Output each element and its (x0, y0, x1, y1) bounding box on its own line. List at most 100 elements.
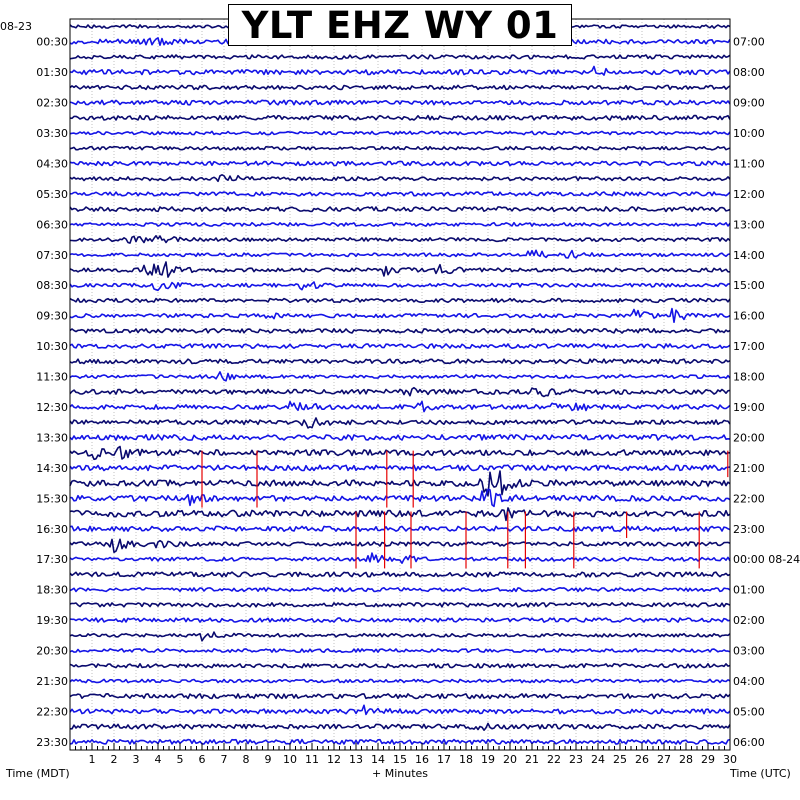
left-time-label: 16:30 (36, 523, 68, 536)
title-box: YLT EHZ WY 01 (228, 4, 572, 46)
minute-tick-label: 22 (547, 753, 561, 766)
trace-row (69, 507, 731, 522)
left-time-label: 15:30 (36, 492, 68, 505)
right-time-label: 23:00 (733, 523, 765, 536)
right-time-label: 10:00 (733, 127, 765, 140)
trace-row (69, 160, 731, 167)
right-time-label: 12:00 (733, 188, 765, 201)
event-markers (201, 450, 729, 569)
x-axis-center-label: + Minutes (372, 767, 429, 780)
trace-row (69, 235, 731, 244)
minute-tick-label: 9 (265, 753, 272, 766)
trace-row (69, 704, 731, 716)
trace-row (69, 84, 731, 91)
right-time-label: 11:00 (733, 157, 765, 170)
trace-row (69, 221, 731, 227)
left-time-label: 08:30 (36, 279, 68, 292)
x-axis-right-label: Time (UTC) (730, 767, 791, 780)
trace-row (69, 191, 731, 197)
trace-row (69, 538, 731, 554)
left-time-label: 12:30 (36, 401, 68, 414)
minute-tick-label: 30 (723, 753, 737, 766)
trace-row (69, 693, 731, 700)
minute-tick-label: 11 (305, 753, 319, 766)
minute-tick-label: 15 (393, 753, 407, 766)
minute-tick-label: 3 (133, 753, 140, 766)
right-time-label: 05:00 (733, 705, 765, 718)
left-time-label: 20:30 (36, 645, 68, 658)
right-time-label: 21:00 (733, 462, 765, 475)
right-time-labels: 07:00 08:00 09:00 10:00 11:00 12:00 13:00 14:00… (733, 36, 800, 749)
minute-tick-label: 6 (199, 753, 206, 766)
trace-row (69, 358, 731, 365)
minute-tick-label: 5 (177, 753, 184, 766)
trace-row (69, 174, 731, 183)
minute-tick-label: 13 (349, 753, 363, 766)
left-time-label: 19:30 (36, 614, 68, 627)
right-time-label: 01:00 (733, 584, 765, 597)
trace-row (69, 65, 731, 76)
right-time-label: 06:00 (733, 736, 765, 749)
trace-row (69, 464, 731, 472)
trace-row (69, 488, 731, 508)
right-time-label: 17:00 (733, 340, 765, 353)
trace-row (69, 571, 731, 578)
left-time-label: 00:30 (36, 36, 68, 49)
right-time-label: 07:00 (733, 36, 765, 49)
right-time-label: 13:00 (733, 218, 765, 231)
left-date-label: 08-23 (0, 20, 32, 33)
left-time-labels: 00:30 01:30 02:30 03:30 04:30 05:30 06:30 07:30… (36, 36, 68, 749)
trace-row (69, 470, 731, 497)
minute-tick-label: 1 (89, 753, 96, 766)
trace-row (69, 99, 731, 106)
right-time-label: 15:00 (733, 279, 765, 292)
trace-row (69, 400, 731, 413)
left-time-label: 14:30 (36, 462, 68, 475)
trace-row (69, 602, 731, 608)
right-time-label: 16:00 (733, 310, 765, 323)
trace-row (69, 371, 731, 382)
left-time-label: 01:30 (36, 66, 68, 79)
trace-row (69, 663, 731, 669)
trace-row (69, 386, 731, 398)
right-time-label: 14:00 (733, 249, 765, 262)
trace-row (69, 445, 731, 461)
minute-ticks: 1 2 3 4 5 6 7 8 9 10 11 12 13 14 15 16 17 18 19 20 21 22 23 24 2… (69, 743, 737, 766)
left-time-label: 07:30 (36, 249, 68, 262)
trace-row (69, 587, 731, 593)
left-time-label: 03:30 (36, 127, 68, 140)
trace-row (69, 678, 731, 684)
right-time-label: 22:00 (733, 492, 765, 505)
trace-row (69, 434, 731, 441)
seismic-traces (69, 24, 731, 745)
minute-tick-label: 12 (327, 753, 341, 766)
left-time-label: 09:30 (36, 310, 68, 323)
left-time-label: 21:30 (36, 675, 68, 688)
minute-tick-label: 4 (155, 753, 162, 766)
left-time-label: 06:30 (36, 218, 68, 231)
minute-tick-label: 10 (283, 753, 297, 766)
trace-row (69, 617, 731, 623)
trace-row (69, 328, 731, 334)
trace-row (69, 552, 731, 564)
right-time-label: 00:00 08-24 (733, 553, 800, 566)
right-time-label: 20:00 (733, 431, 765, 444)
trace-row (70, 722, 731, 731)
x-axis-left-label: Time (MDT) (6, 767, 70, 780)
left-time-label: 23:30 (36, 736, 68, 749)
minute-tick-label: 23 (569, 753, 583, 766)
right-time-label: 08:00 (733, 66, 765, 79)
minute-tick-label: 29 (701, 753, 715, 766)
minute-tick-label: 19 (481, 753, 495, 766)
trace-row (69, 281, 731, 292)
minute-tick-label: 8 (243, 753, 250, 766)
left-time-label: 02:30 (36, 97, 68, 110)
trace-row (69, 54, 731, 60)
minute-grid (91, 19, 709, 750)
left-time-label: 10:30 (36, 340, 68, 353)
minute-tick-label: 17 (437, 753, 451, 766)
left-time-label: 05:30 (36, 188, 68, 201)
trace-row (69, 249, 731, 259)
minute-tick-label: 24 (591, 753, 605, 766)
right-time-label: 04:00 (733, 675, 765, 688)
